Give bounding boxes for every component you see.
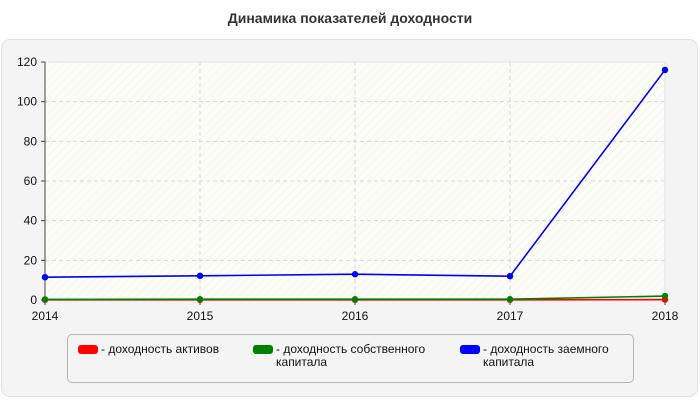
data-point [41, 273, 49, 281]
y-tick-label: 60 [24, 174, 38, 188]
series-2 [41, 66, 669, 281]
legend-label-assets: - доходность активов [101, 342, 220, 356]
x-tick-label: 2017 [497, 309, 524, 323]
x-tick-label: 2016 [342, 309, 369, 323]
x-tick-label: 2015 [187, 309, 214, 323]
legend-item-assets: - доходность активов [78, 343, 261, 356]
data-point [196, 272, 204, 280]
data-point [351, 271, 359, 278]
tick-labels: 2014 2015 2016 2017 2018 0 20 40 60 80 100 120 [17, 55, 679, 323]
legend: - доходность активов - доходность собств… [67, 334, 634, 383]
legend-swatch-assets [78, 345, 98, 354]
data-point [506, 296, 514, 303]
series-1 [41, 292, 669, 303]
y-tick-label: 120 [17, 55, 37, 69]
series-layer [41, 66, 669, 304]
y-tick-label: 20 [24, 253, 38, 267]
data-point [661, 292, 669, 300]
chart-title: Динамика показателей доходности [227, 10, 473, 26]
data-point [506, 273, 514, 280]
data-point [661, 66, 669, 74]
data-point [41, 296, 49, 303]
data-point [351, 296, 359, 303]
legend-swatch-equity [253, 345, 273, 354]
y-tick-label: 80 [24, 134, 38, 148]
x-tick-label: 2014 [32, 309, 59, 323]
y-tick-label: 100 [17, 95, 37, 109]
legend-item-equity: - доходность собственного капитала [253, 343, 436, 369]
data-point [196, 296, 204, 303]
x-tick-label: 2018 [652, 309, 679, 323]
legend-swatch-debt [460, 345, 480, 354]
legend-label-equity: - доходность собственного капитала [276, 342, 426, 369]
legend-item-debt: - доходность заемного капитала [460, 343, 643, 369]
legend-label-debt: - доходность заемного капитала [483, 342, 609, 369]
y-tick-label: 0 [30, 293, 37, 307]
y-tick-label: 40 [24, 214, 38, 228]
